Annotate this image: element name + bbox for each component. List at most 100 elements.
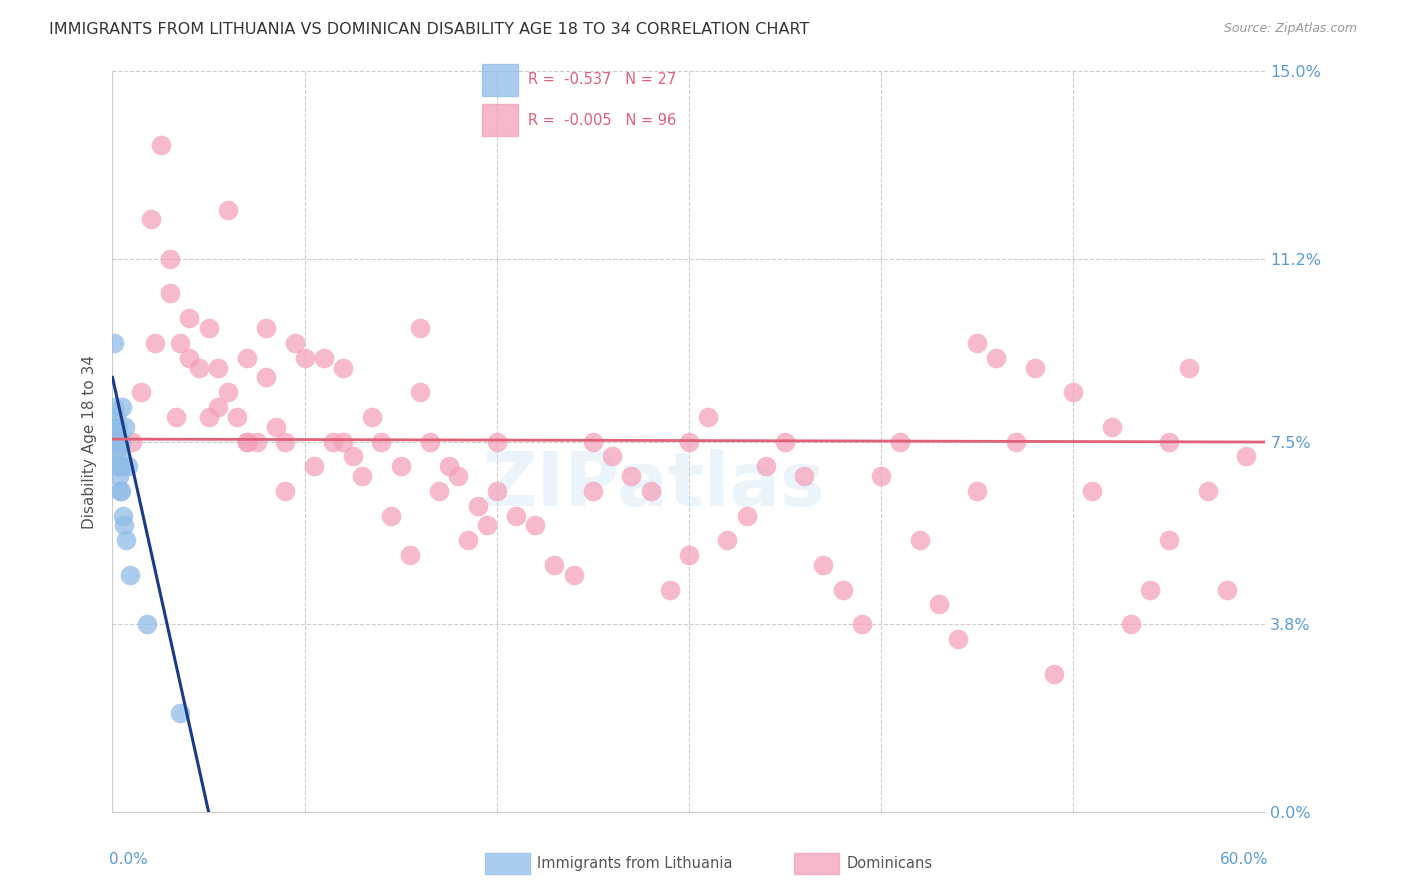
Point <box>284 335 307 350</box>
Point <box>870 469 893 483</box>
Point <box>169 335 191 350</box>
Point <box>107 459 129 474</box>
Point <box>129 385 153 400</box>
Point <box>1081 483 1104 498</box>
Point <box>755 459 778 474</box>
Point <box>1234 450 1257 464</box>
Point <box>380 508 402 523</box>
Point <box>254 321 277 335</box>
Point <box>274 434 297 449</box>
Point <box>179 311 201 326</box>
Point <box>678 434 700 449</box>
Point <box>1004 434 1026 449</box>
Point <box>111 400 134 414</box>
Bar <box>482 104 517 136</box>
Point <box>246 434 269 449</box>
Point <box>1101 419 1123 434</box>
Point <box>419 434 441 449</box>
Point <box>562 567 585 582</box>
Point <box>236 434 259 449</box>
Point <box>640 483 662 498</box>
Y-axis label: Disability Age 18 to 34: Disability Age 18 to 34 <box>82 354 97 529</box>
Point <box>121 434 143 449</box>
Point <box>1216 582 1239 597</box>
Point <box>139 212 162 227</box>
Point <box>928 598 950 612</box>
Point <box>908 533 931 548</box>
Point <box>197 321 219 335</box>
Point <box>360 409 382 424</box>
Point <box>678 548 700 562</box>
Point <box>342 450 364 464</box>
Text: R =  -0.005   N = 96: R = -0.005 N = 96 <box>529 112 676 128</box>
Point <box>294 351 316 365</box>
Point <box>105 444 128 458</box>
Text: R =  -0.537   N = 27: R = -0.537 N = 27 <box>529 72 676 87</box>
Point <box>1024 360 1046 375</box>
Point <box>111 459 134 474</box>
Point <box>1139 582 1161 597</box>
Point <box>1119 617 1142 632</box>
Point <box>207 400 229 414</box>
Point <box>322 434 344 449</box>
Point <box>159 286 181 301</box>
Point <box>1159 533 1181 548</box>
Point <box>716 533 738 548</box>
Text: Immigrants from Lithuania: Immigrants from Lithuania <box>537 856 733 871</box>
Point <box>226 409 249 424</box>
Point <box>524 518 547 533</box>
Point <box>389 459 412 474</box>
Point <box>104 419 127 434</box>
Point <box>1043 666 1066 681</box>
Point <box>114 419 136 434</box>
Point <box>108 483 131 498</box>
Point <box>149 138 172 153</box>
Point <box>946 632 969 646</box>
Point <box>108 459 131 474</box>
Point <box>332 434 354 449</box>
Point <box>236 351 259 365</box>
Point <box>115 533 138 548</box>
Point <box>103 335 125 350</box>
Point <box>543 558 565 572</box>
Point <box>143 335 166 350</box>
Point <box>437 459 460 474</box>
Point <box>370 434 392 449</box>
Point <box>332 360 354 375</box>
Point <box>159 252 181 266</box>
Point <box>1062 385 1084 400</box>
Point <box>447 469 470 483</box>
Text: 60.0%: 60.0% <box>1220 853 1268 867</box>
Point <box>582 434 605 449</box>
Point <box>457 533 479 548</box>
Point <box>254 370 277 384</box>
Point <box>103 400 125 414</box>
Point <box>658 582 681 597</box>
Point <box>427 483 450 498</box>
Point <box>217 385 239 400</box>
Point <box>352 469 374 483</box>
Point <box>118 567 141 582</box>
Point <box>966 483 988 498</box>
Point <box>179 351 201 365</box>
Point <box>467 499 489 513</box>
Point <box>108 469 131 483</box>
Point <box>966 335 988 350</box>
Point <box>165 409 187 424</box>
Point <box>105 409 128 424</box>
Point <box>107 419 129 434</box>
Text: ZIPatlas: ZIPatlas <box>484 450 825 523</box>
Point <box>1197 483 1219 498</box>
Point <box>110 434 132 449</box>
Point <box>207 360 229 375</box>
Text: Source: ZipAtlas.com: Source: ZipAtlas.com <box>1223 22 1357 36</box>
Point <box>108 450 131 464</box>
Point <box>475 518 499 533</box>
Text: Dominicans: Dominicans <box>846 856 932 871</box>
Point <box>188 360 211 375</box>
Text: 0.0%: 0.0% <box>110 853 148 867</box>
Point <box>136 617 159 632</box>
Point <box>773 434 796 449</box>
Point <box>117 459 139 474</box>
Point <box>236 434 259 449</box>
